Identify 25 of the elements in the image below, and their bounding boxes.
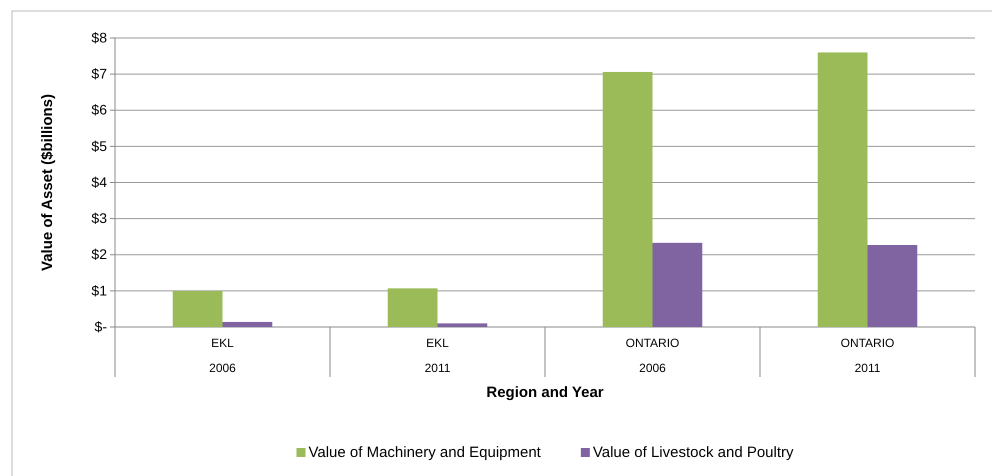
y-tick-label: $1 [91,282,108,298]
y-tick-label: $4 [91,174,108,190]
bar [652,242,702,327]
bar [172,290,222,327]
bar [868,244,918,327]
y-tick-label: $6 [91,102,108,118]
x-tick-label: EKL 2006 [209,336,236,375]
x-tick-label: ONTARIO 2011 [840,336,894,375]
x-tick-label: EKL 2011 [424,336,451,375]
y-axis-title: Value of Asset ($billions) [39,94,56,271]
x-axis-title: Region and Year [486,384,604,401]
y-tick-label: $7 [91,66,108,82]
y-tick-label: $3 [91,210,108,226]
y-tick-label: $8 [91,29,108,46]
bar [438,323,488,327]
bar [222,322,272,327]
y-tick-label: $- [94,318,108,334]
legend-label: Value of Machinery and Equipment [308,444,542,461]
bar [602,72,652,327]
x-tick-label: ONTARIO 2006 [626,336,680,375]
bar [818,52,868,327]
y-tick-label: $5 [91,138,108,154]
bar [388,288,438,327]
y-tick-label: $2 [91,246,108,262]
legend-label: Value of Livestock and Poultry [592,444,794,461]
